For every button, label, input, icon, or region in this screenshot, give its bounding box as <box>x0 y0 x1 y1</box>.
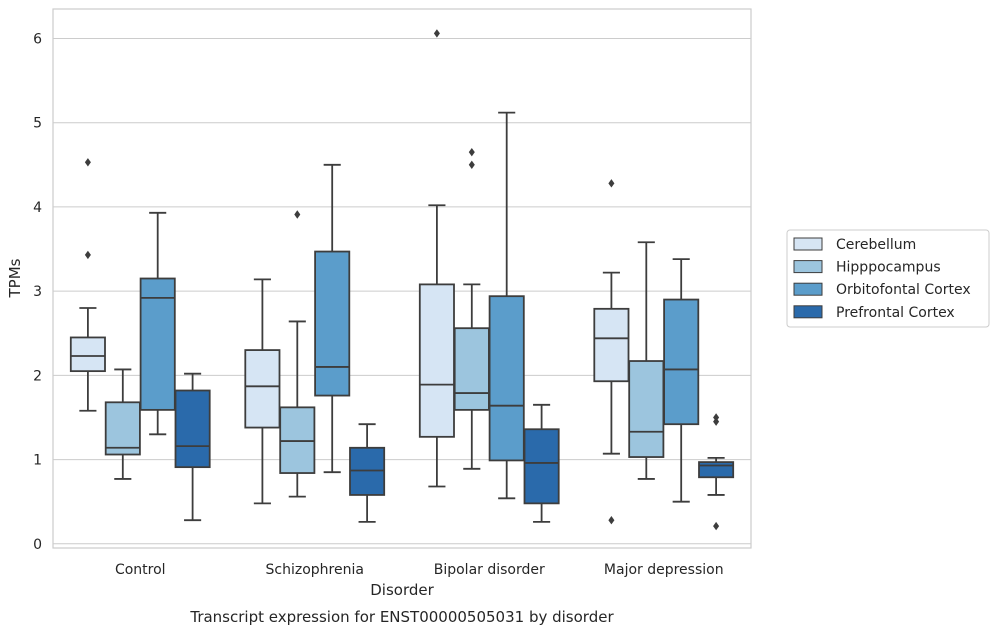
x-tick-labels: Control Schizophrenia Bipolar disorder Majo… <box>115 562 724 578</box>
legend: Cerebellum Hipppocampus Orbitofontal Corte… <box>786 229 990 328</box>
box-body <box>593 307 630 383</box>
box-0-1 <box>104 368 141 480</box>
box-body <box>69 336 106 373</box>
box-body <box>174 389 211 469</box>
box-body <box>104 401 141 456</box>
y-tick-label: 3 <box>33 284 42 300</box>
x-tick-label: Major depression <box>604 562 724 578</box>
box-2-3 <box>523 403 560 523</box>
box-body <box>523 428 560 505</box>
box-0-0 <box>69 158 106 412</box>
box-1-3 <box>349 423 386 523</box>
y-tick-label: 4 <box>33 200 42 216</box>
outlier-point <box>84 250 91 260</box>
box-body <box>663 298 700 426</box>
legend-label: Orbitofontal Cortex <box>836 282 971 298</box>
box-2-0 <box>418 29 455 488</box>
legend-swatch <box>793 305 823 319</box>
x-tick-label: Schizophrenia <box>266 562 364 578</box>
box-series <box>69 29 735 531</box>
legend-swatch <box>793 282 823 296</box>
outlier-point <box>713 413 720 422</box>
x-tick-label: Bipolar disorder <box>434 562 545 578</box>
box-body <box>628 360 665 458</box>
legend-swatch <box>793 237 823 251</box>
x-axis-title: Disorder <box>370 581 434 599</box>
box-3-1 <box>628 241 665 480</box>
box-3-3 <box>698 413 735 531</box>
box-body <box>488 295 525 462</box>
legend-swatch <box>793 260 823 274</box>
y-tick-labels: 0 1 2 3 4 5 6 <box>33 31 42 552</box>
y-axis-title: TPMs <box>6 258 24 298</box>
box-0-2 <box>139 211 176 436</box>
outlier-point <box>713 417 720 426</box>
chart-title: Transcript expression for ENST0000050503… <box>189 608 614 626</box>
box-body <box>244 349 281 429</box>
outlier-point <box>433 29 440 38</box>
outlier-point <box>84 158 91 167</box>
outlier-point <box>608 179 615 188</box>
legend-frame <box>786 229 990 328</box>
box-body <box>314 250 351 397</box>
outlier-point <box>468 160 475 170</box>
box-2-1 <box>453 147 490 470</box>
outlier-point <box>608 516 615 525</box>
box-1-2 <box>314 163 351 474</box>
plot-frame <box>52 8 752 549</box>
y-tick-label: 0 <box>33 537 42 553</box>
box-body <box>418 283 455 438</box>
box-2-2 <box>488 111 525 500</box>
legend-label: Hipppocampus <box>836 260 941 276</box>
box-body <box>453 327 490 411</box>
y-tick-label: 2 <box>33 368 42 384</box>
box-0-3 <box>174 372 211 522</box>
box-1-0 <box>244 278 281 505</box>
box-3-0 <box>593 179 630 525</box>
y-tick-label: 5 <box>33 116 42 132</box>
legend-label: Prefrontal Cortex <box>836 305 955 321</box>
outlier-point <box>468 147 475 157</box>
box-3-2 <box>663 258 700 503</box>
box-body <box>698 461 735 479</box>
box-body <box>139 277 176 411</box>
box-1-1 <box>279 210 316 498</box>
outlier-point <box>713 521 720 531</box>
y-tick-label: 6 <box>33 31 42 47</box>
legend-label: Cerebellum <box>836 237 916 253</box>
outlier-point <box>294 210 301 219</box>
y-tick-label: 1 <box>33 453 42 469</box>
x-tick-label: Control <box>115 562 166 578</box>
